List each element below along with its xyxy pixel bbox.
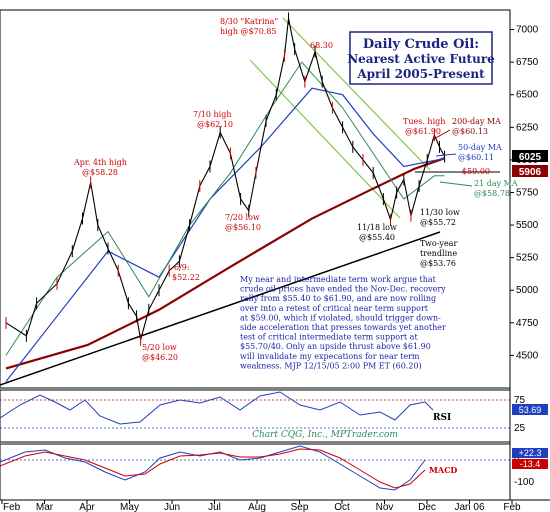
katrina-high-label-1: 8/30 "Katrina" xyxy=(220,17,278,26)
ma50-label-2: @$60.11 xyxy=(458,153,494,162)
x-tick-label: May xyxy=(120,502,139,512)
price-tick-label: 6750 xyxy=(516,57,539,68)
commentary-line: crude oil prices have ended the Nov-Dec.… xyxy=(240,285,446,294)
jun-label-1: 6/9: xyxy=(174,263,190,272)
ma200-arrow xyxy=(431,129,451,141)
price-tick-label: 5000 xyxy=(516,285,539,296)
current-price-label: 6025 xyxy=(519,152,542,163)
x-tick-label: Mar xyxy=(36,502,54,512)
x-tick-label: Sep xyxy=(291,502,309,512)
jul-high-label-1: 7/10 high xyxy=(193,110,232,119)
rsi-panel xyxy=(0,389,511,443)
price-tick-label: 7000 xyxy=(516,25,539,36)
title-box xyxy=(349,31,493,85)
rsi-value-box xyxy=(512,404,548,415)
price-tick-label: 5750 xyxy=(516,187,539,198)
commentary-line: rally from $55.40 to $61.90, and are now… xyxy=(240,294,436,303)
price-tick-label: 6250 xyxy=(516,122,539,133)
x-tick-label: Aug xyxy=(248,502,266,512)
support-label: $59.00 xyxy=(462,167,490,176)
nov30-low-label-1: 11/30 low xyxy=(420,208,460,217)
x-tick-label: Jun xyxy=(164,502,180,512)
x-tick-label: Apr xyxy=(79,502,95,512)
ma50-arrow xyxy=(435,153,457,157)
jun-label-2: $52.22 xyxy=(172,273,200,282)
macd-value-2: -13.4 xyxy=(520,459,541,469)
nov18-low-label-1: 11/18 low xyxy=(357,223,397,232)
ma-price-label: 5906 xyxy=(519,167,542,178)
apr-high-label-1: Apr. 4th high xyxy=(73,158,127,167)
tues-high-label-2: @$61.90 xyxy=(405,127,441,136)
commentary-line: at $59.00, which if violated, should tri… xyxy=(240,313,441,322)
chart-subtitle-1: Nearest Active Future xyxy=(347,52,495,66)
macd-label: MACD xyxy=(429,465,457,475)
rsi-tick-75: 75 xyxy=(514,395,526,406)
ma-price-box xyxy=(512,165,548,177)
chart-credit: Chart CQG, Inc., MPTrader.com xyxy=(252,430,398,440)
channel-upper-line xyxy=(282,17,431,171)
commentary-line: side acceleration that presses towards y… xyxy=(240,323,446,332)
katrina-high-label-2: high @$70.85 xyxy=(220,27,277,36)
ma200-label-1: 200-day MA xyxy=(452,117,501,126)
x-tick-label: Feb xyxy=(503,502,521,512)
tues-high-label-1: Tues. high xyxy=(403,117,445,126)
apr-high-label-2: @$58.28 xyxy=(82,168,118,177)
x-tick-label: Oct xyxy=(334,502,350,512)
price-tick-label: 4500 xyxy=(516,350,539,361)
commentary-line: My near and intermediate term work argue… xyxy=(240,275,437,284)
nov18-low-label-2: @$55.40 xyxy=(359,233,395,242)
x-tick-label: Nov xyxy=(376,502,394,512)
jul-low-label-2: @$56.10 xyxy=(225,223,261,232)
ma21-label-2: @$58.78 xyxy=(474,189,510,198)
price-axis-area xyxy=(510,10,550,500)
price-tick-label: 5250 xyxy=(516,253,539,264)
x-tick-label: Jan 06 xyxy=(454,502,484,512)
macd-line xyxy=(0,445,426,491)
trendline-label-3: @$53.76 xyxy=(420,259,456,268)
commentary-line: test of critical intermediate term suppo… xyxy=(240,333,418,342)
commentary-line: weakness. MJP 12/15/05 2:00 PM ET (60.20… xyxy=(240,361,422,370)
may-low-label-1: 5/20 low xyxy=(142,343,177,352)
rsi-tick-25: 25 xyxy=(514,423,526,434)
current-price-box xyxy=(512,150,548,162)
chart-title: Daily Crude Oil: xyxy=(363,37,479,52)
price-line xyxy=(5,18,446,340)
price-tick-label: 5500 xyxy=(516,220,539,231)
two-year-trendline xyxy=(0,231,441,386)
macd-value-box-2 xyxy=(512,459,548,469)
commentary-line: over into a retest of critical near term… xyxy=(240,304,429,313)
commentary-line: will invalidate my expecations for near … xyxy=(240,352,420,361)
x-tick-label: Feb xyxy=(3,502,21,512)
rsi-value: 53.69 xyxy=(519,405,542,415)
ma-line-1 xyxy=(5,157,445,370)
ma21-label-1: 21 day MA xyxy=(474,179,518,188)
nov30-low-label-2: @$55.72 xyxy=(420,218,456,227)
x-tick-label: Dec xyxy=(418,502,436,512)
ma50-label-1: 50-day MA xyxy=(458,143,502,152)
jul-high-label-2: @$62.10 xyxy=(197,120,233,129)
macd-signal-line xyxy=(0,448,426,489)
trendline-label-2: trendline xyxy=(420,249,457,258)
chart-subtitle-2: April 2005-Present xyxy=(356,67,485,81)
macd-tick-minus100: -100 xyxy=(514,477,534,488)
ma200-label-2: @$60.13 xyxy=(452,127,488,136)
price-tick-label: 6500 xyxy=(516,90,539,101)
macd-value-box-1 xyxy=(512,448,548,458)
jul-low-label-1: 7/20 low xyxy=(225,213,260,222)
price-tick-label: 4750 xyxy=(516,318,539,329)
macd-value-1: +22.3 xyxy=(519,448,542,458)
rsi-line xyxy=(0,391,434,425)
commentary-line: $55.70/40. Only an upside thrust above $… xyxy=(240,342,431,351)
trendline-label-1: Two-year xyxy=(420,239,457,248)
x-tick-label: Jul xyxy=(208,502,221,512)
sep-label: 68.30 xyxy=(310,41,333,50)
rsi-label: RSI xyxy=(433,413,451,423)
channel-lower-line xyxy=(249,59,401,219)
ma21-arrow xyxy=(439,181,473,187)
may-low-label-2: @$46.20 xyxy=(142,353,178,362)
